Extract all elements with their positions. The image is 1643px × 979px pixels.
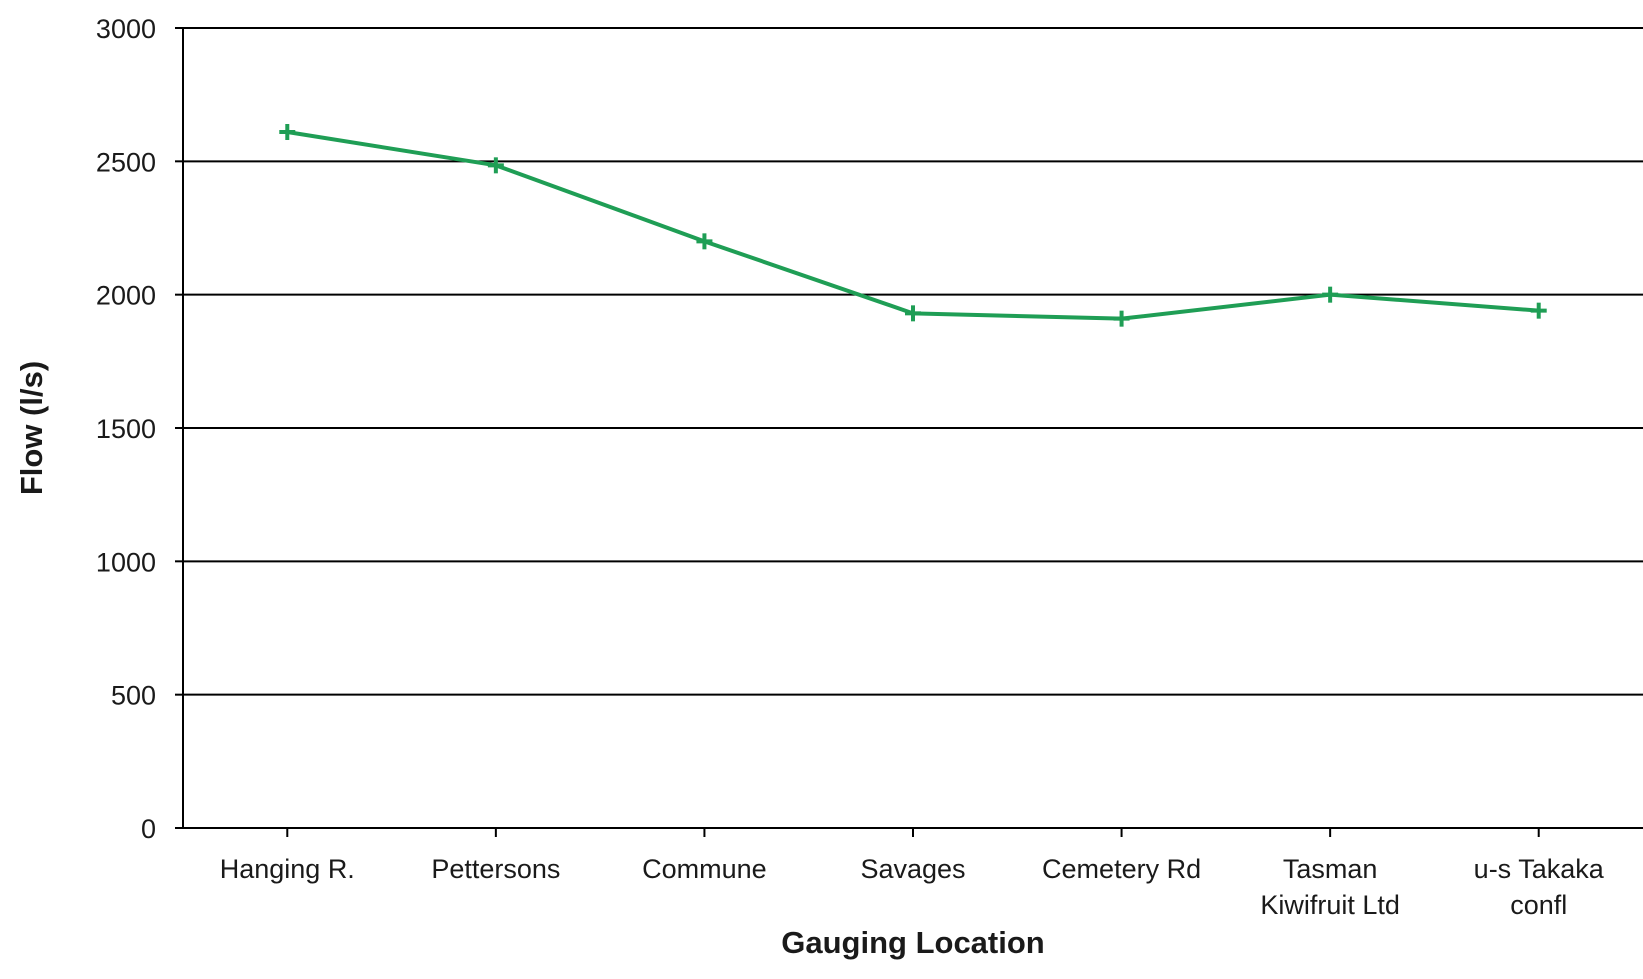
y-tick-label: 1000 [96, 547, 156, 577]
data-point-marker [279, 124, 296, 140]
x-axis-ticks: Hanging R. Pettersons Commune Savages Cemete… [220, 828, 1605, 920]
x-tick-label: Cemetery Rd [1042, 854, 1201, 884]
series-line [286, 130, 1539, 321]
x-axis-title: Gauging Location [781, 925, 1045, 960]
y-axis-title: Flow (l/s) [14, 361, 49, 495]
data-point-marker [1530, 302, 1547, 319]
y-tick-label: 2000 [96, 281, 156, 311]
data-point-marker [905, 305, 921, 322]
x-tick-label: Savages [860, 854, 965, 884]
data-point-marker [1113, 310, 1130, 327]
data-point-marker [1322, 286, 1339, 303]
x-tick-label: Commune [642, 854, 767, 884]
y-tick-label: 0 [141, 814, 156, 844]
x-tick-label: Pettersons [431, 854, 560, 884]
y-tick-label: 500 [111, 681, 156, 711]
gridlines [183, 27, 1643, 696]
data-point-marker [696, 233, 713, 250]
x-tick-label: Tasman Kiwifruit Ltd [1260, 854, 1400, 920]
y-tick-label: 2500 [96, 147, 156, 177]
y-tick-label: 3000 [96, 14, 156, 44]
data-point-marker [487, 157, 504, 174]
x-tick-label: u-s Takaka confl [1474, 854, 1605, 920]
series-flow [279, 124, 1547, 327]
y-axis-ticks: 0 500 1000 1500 2000 2500 3000 [96, 14, 183, 844]
x-tick-label: Hanging R. [220, 854, 355, 884]
y-tick-label: 1500 [96, 414, 156, 444]
